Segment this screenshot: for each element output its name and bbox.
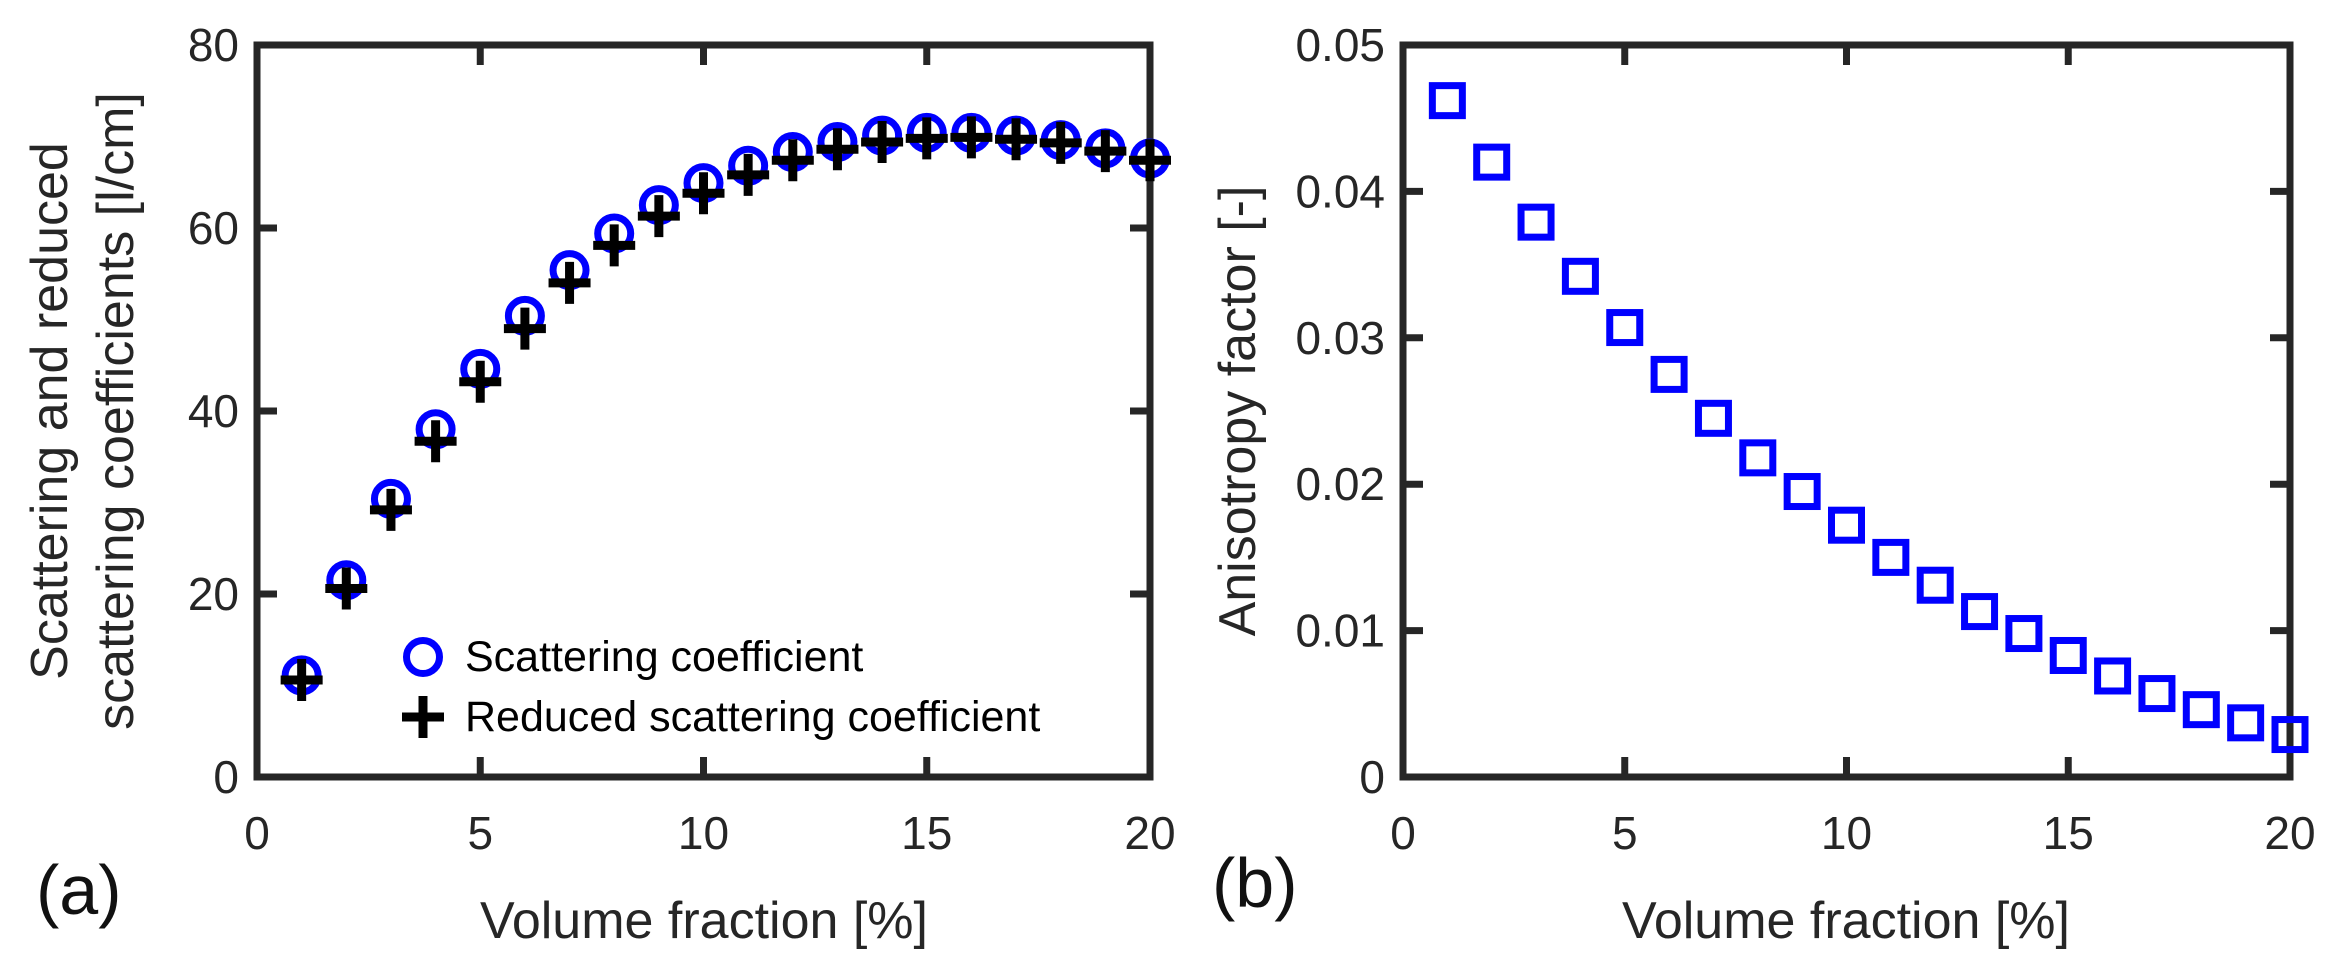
- data-point-plus: [727, 153, 770, 196]
- x-tick-label: 5: [467, 807, 493, 859]
- data-point-square: [2094, 657, 2132, 695]
- x-tick-label: 15: [2043, 807, 2094, 859]
- data-point-square: [2271, 716, 2309, 754]
- y-tick-label: 20: [188, 568, 239, 620]
- right-x-axis-label: Volume fraction [%]: [1622, 892, 2070, 950]
- data-point-square: [1606, 309, 1644, 347]
- data-point-square: [1694, 399, 1732, 437]
- x-tick-label: 0: [244, 807, 270, 859]
- data-point-plus: [771, 139, 814, 182]
- data-point-square: [2005, 615, 2043, 653]
- data-point-square: [2138, 675, 2176, 713]
- y-tick-label: 0.01: [1295, 605, 1385, 657]
- x-tick-label: 20: [1124, 807, 1175, 859]
- right-y-axis-label: Anisotropy factor [-]: [1209, 185, 1267, 637]
- data-point-plus: [995, 118, 1038, 161]
- x-tick-label: 20: [2264, 807, 2315, 859]
- y-tick-label: 80: [188, 19, 239, 71]
- data-point-square: [2049, 636, 2087, 674]
- x-tick-label: 5: [1612, 807, 1638, 859]
- y-tick-label: 0.02: [1295, 458, 1385, 510]
- axis-box: [253, 41, 1154, 781]
- legend-label-scattering: Scattering coefficient: [465, 632, 864, 681]
- legend-row-reduced-scattering: Reduced scattering coefficient: [399, 691, 1040, 743]
- data-point-plus: [369, 488, 412, 531]
- data-point-square: [1561, 257, 1599, 295]
- x-tick-label: 10: [1821, 807, 1872, 859]
- data-point-plus: [816, 128, 859, 171]
- y-tick-label: 0.05: [1295, 19, 1385, 71]
- data-point-square: [1783, 473, 1821, 511]
- panel-label-a: (a): [36, 851, 122, 929]
- left-y-axis-label-line2: scattering coefficients [l/cm]: [87, 92, 145, 730]
- data-point-plus: [280, 659, 323, 702]
- data-point-plus: [861, 120, 904, 163]
- x-tick-label: 10: [678, 807, 729, 859]
- y-tick-label: 40: [188, 385, 239, 437]
- data-point-plus: [325, 567, 368, 610]
- data-point-plus: [637, 195, 680, 238]
- data-point-plus: [1084, 130, 1127, 173]
- data-point-square: [1916, 566, 1954, 604]
- data-point-plus: [1129, 139, 1171, 182]
- axis-box: [1399, 41, 2294, 781]
- data-point-plus: [548, 261, 591, 304]
- y-tick-label: 0: [1359, 751, 1385, 803]
- data-point-plus: [593, 224, 636, 267]
- data-point-square: [1517, 203, 1555, 241]
- data-point-square: [1961, 593, 1999, 631]
- left-y-axis-label-line1: Scattering and reduced: [21, 142, 79, 680]
- data-point-plus: [950, 116, 993, 159]
- data-point-plus: [1039, 121, 1082, 164]
- x-tick-label: 15: [901, 807, 952, 859]
- data-point-plus: [682, 172, 725, 215]
- data-point-square: [1739, 439, 1777, 477]
- data-point-plus: [905, 117, 948, 160]
- data-point-square: [1828, 506, 1865, 544]
- legend-label-reduced-scattering: Reduced scattering coefficient: [465, 692, 1041, 741]
- data-point-square: [2227, 704, 2265, 742]
- data-point-square: [1872, 538, 1910, 576]
- circle-marker-icon: [403, 637, 443, 677]
- data-point-plus: [503, 307, 546, 350]
- legend-row-scattering: Scattering coefficient: [399, 631, 863, 683]
- y-tick-label: 0: [213, 751, 239, 803]
- y-tick-label: 60: [188, 202, 239, 254]
- data-point-square: [1473, 143, 1511, 181]
- data-point-plus: [414, 420, 457, 463]
- y-tick-label: 0.03: [1295, 312, 1385, 364]
- data-point-square: [1428, 82, 1466, 120]
- data-point-square: [2182, 691, 2220, 729]
- plus-marker-icon: [402, 696, 444, 738]
- data-point-square: [1650, 355, 1688, 393]
- x-tick-label: 0: [1390, 807, 1416, 859]
- y-tick-label: 0.04: [1295, 165, 1385, 217]
- panel-label-b: (b): [1212, 844, 1298, 922]
- left-x-axis-label: Volume fraction [%]: [480, 892, 928, 950]
- data-point-plus: [459, 360, 502, 403]
